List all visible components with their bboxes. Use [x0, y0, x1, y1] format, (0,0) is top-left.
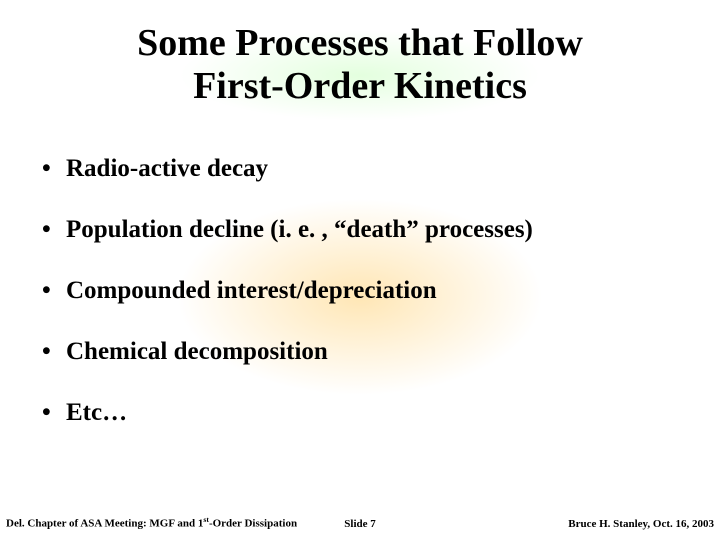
bullet-list: • Radio-active decay • Population declin… [42, 155, 690, 427]
bullet-icon: • [42, 216, 66, 244]
bullet-text: Radio-active decay [66, 155, 268, 183]
bullet-text: Population decline (i. e. , “death” proc… [66, 216, 533, 244]
title-line-1: Some Processes that Follow [0, 22, 720, 65]
bullet-icon: • [42, 338, 66, 366]
slide-title: Some Processes that Follow First-Order K… [0, 0, 720, 107]
slide: Some Processes that Follow First-Order K… [0, 0, 720, 540]
bullet-icon: • [42, 155, 66, 183]
footer-center: Slide 7 [324, 518, 395, 530]
bullet-icon: • [42, 277, 66, 305]
footer: Del. Chapter of ASA Meeting: MGF and 1st… [0, 515, 720, 530]
list-item: • Etc… [42, 399, 690, 427]
list-item: • Radio-active decay [42, 155, 690, 183]
bullet-text: Compounded interest/depreciation [66, 277, 437, 305]
footer-left-suffix: -Order Dissipation [209, 518, 297, 530]
list-item: • Chemical decomposition [42, 338, 690, 366]
bullet-icon: • [42, 399, 66, 427]
title-line-2: First-Order Kinetics [0, 65, 720, 108]
list-item: • Compounded interest/depreciation [42, 277, 690, 305]
footer-right: Bruce H. Stanley, Oct. 16, 2003 [396, 518, 714, 530]
bullet-text: Etc… [66, 399, 127, 427]
list-item: • Population decline (i. e. , “death” pr… [42, 216, 690, 244]
footer-left-prefix: Del. Chapter of ASA Meeting: MGF and 1 [6, 518, 203, 530]
footer-left: Del. Chapter of ASA Meeting: MGF and 1st… [6, 515, 324, 530]
bullet-text: Chemical decomposition [66, 338, 328, 366]
